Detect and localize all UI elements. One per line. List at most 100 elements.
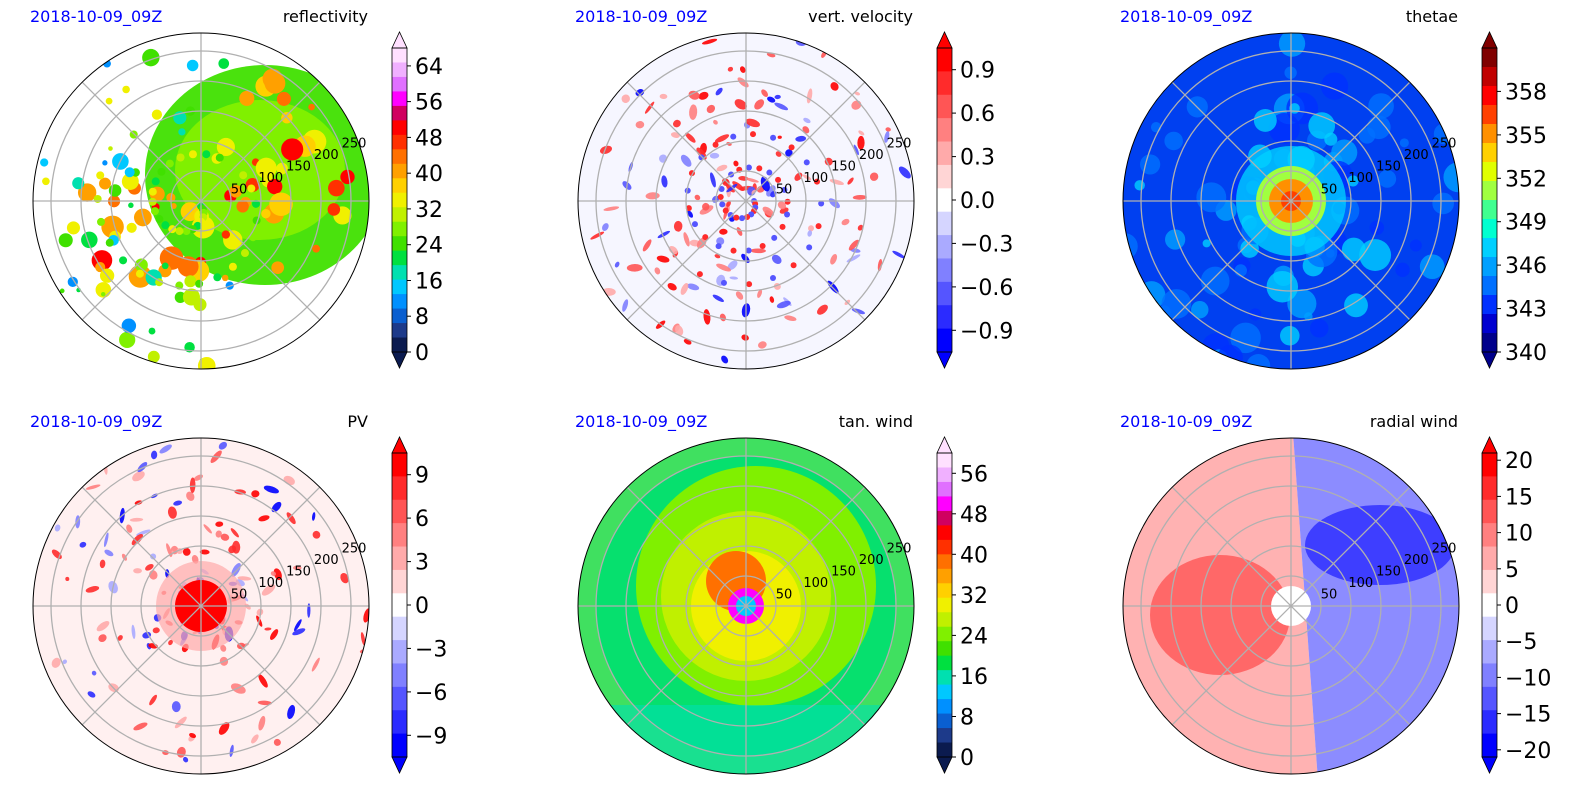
- colorbar-tick-label: 48: [960, 503, 988, 528]
- panel-tan-wind: 2018-10-09_09Z tan. wind 50 100 150 200 250 0 8 1…: [545, 405, 1070, 809]
- colorbar-segment: [937, 118, 952, 143]
- colorbar-tick-label: −0.6: [960, 276, 1013, 301]
- colorbar-segment: [1482, 181, 1497, 201]
- colorbar-tick-label: 0: [1505, 594, 1519, 619]
- colorbar-tick-label: 343: [1505, 298, 1547, 323]
- panel-field-label: reflectivity: [282, 7, 368, 26]
- colorbar-segment: [1482, 86, 1497, 106]
- colorbar-segment: [1482, 333, 1497, 353]
- radial-tick-label: 50: [1321, 588, 1338, 603]
- radial-tick-label: 150: [831, 160, 856, 175]
- colorbar-extend-max: [936, 31, 953, 49]
- panel-radial-wind: 2018-10-09_09Z radial wind 50 100 150 200 250−…: [1090, 405, 1575, 809]
- colorbar-segment: [937, 211, 952, 236]
- colorbar-segment: [937, 699, 952, 715]
- radial-tick-label: 200: [1404, 148, 1429, 163]
- radial-tick-label: 200: [1404, 553, 1429, 568]
- polar-grid: [578, 33, 914, 369]
- panel-field-label: vert. velocity: [808, 7, 913, 26]
- colorbar-tick-label: 0: [415, 594, 429, 619]
- colorbar-segment: [392, 499, 407, 524]
- colorbar-tick-label: 3: [415, 551, 429, 576]
- colorbar-segment: [392, 616, 407, 641]
- radial-tick-label: 200: [859, 553, 884, 568]
- colorbar-segment: [937, 141, 952, 166]
- colorbar-segment: [392, 523, 407, 548]
- colorbar-tick-label: 24: [415, 234, 443, 259]
- panel-date-label: 2018-10-09_09Z: [1120, 412, 1253, 431]
- radial-tick-label: 150: [286, 160, 311, 175]
- panel-field-label: thetae: [1405, 7, 1458, 26]
- colorbar-segment: [392, 546, 407, 571]
- colorbar-segment: [392, 120, 407, 136]
- colorbar-tick-label: 0.9: [960, 59, 995, 84]
- polar-grid: [33, 438, 369, 774]
- colorbar-tick-label: 352: [1505, 167, 1547, 192]
- colorbar-tick-label: 32: [415, 198, 443, 223]
- colorbar-segment: [392, 476, 407, 501]
- radial-tick-label: 150: [831, 565, 856, 580]
- colorbar-extend-min: [391, 756, 408, 774]
- panel-date-label: 2018-10-09_09Z: [1120, 7, 1253, 26]
- colorbar-segment: [392, 236, 407, 252]
- colorbar-segment: [392, 91, 407, 107]
- polar-grid: [1123, 438, 1459, 774]
- colorbar-tick-label: 0: [960, 746, 974, 771]
- colorbar-segment: [1482, 523, 1497, 548]
- colorbar-tick-label: 346: [1505, 254, 1547, 279]
- colorbar-tick-label: 9: [415, 464, 429, 489]
- colorbar-tick-label: 40: [415, 162, 443, 187]
- radial-tick-label: 200: [859, 148, 884, 163]
- panel-date-label: 2018-10-09_09Z: [30, 412, 163, 431]
- colorbar-segment: [937, 467, 952, 483]
- colorbar-tick-label: 358: [1505, 80, 1547, 105]
- panel-reflectivity: 2018-10-09_09Z reflectivity 50 100 150 200 250…: [0, 0, 525, 404]
- colorbar-segment: [937, 164, 952, 189]
- colorbar-segment: [392, 686, 407, 711]
- colorbar-segment: [392, 163, 407, 179]
- radial-tick-label: 250: [342, 542, 367, 557]
- colorbar-tick-label: 355: [1505, 124, 1547, 149]
- colorbar-thetae: 340 343 346 349 352 355 358: [1481, 31, 1547, 369]
- colorbar-segment: [1482, 257, 1497, 277]
- colorbar-segment: [937, 48, 952, 72]
- colorbar-tick-label: −15: [1505, 703, 1551, 728]
- colorbar-segment: [937, 281, 952, 306]
- colorbar-segment: [1482, 67, 1497, 87]
- colorbar-segment: [1482, 663, 1497, 688]
- colorbar-tick-label: −0.9: [960, 319, 1013, 344]
- colorbar-segment: [937, 554, 952, 570]
- colorbar-segment: [937, 188, 952, 213]
- colorbar-segment: [937, 684, 952, 700]
- colorbar-segment: [1482, 162, 1497, 182]
- colorbar-segment: [392, 337, 407, 353]
- colorbar-segment: [392, 663, 407, 688]
- colorbar-segment: [1482, 710, 1497, 735]
- colorbar-tick-label: 0.0: [960, 189, 995, 214]
- colorbar-segment: [392, 265, 407, 281]
- colorbar-segment: [937, 258, 952, 283]
- colorbar-segment: [937, 583, 952, 599]
- colorbar-tick-label: 32: [960, 584, 988, 609]
- colorbar-segment: [392, 294, 407, 310]
- colorbar-segment: [937, 71, 952, 96]
- colorbar-segment: [392, 593, 407, 618]
- colorbar-segment: [392, 250, 407, 266]
- colorbar-extend-min: [391, 351, 408, 369]
- colorbar-tan-wind: 0 8 16 24 32 40 48 56: [936, 436, 988, 774]
- colorbar-segment: [1482, 105, 1497, 125]
- colorbar-extend-min: [1481, 351, 1498, 369]
- colorbar-tick-label: 5: [1505, 558, 1519, 583]
- colorbar-segment: [937, 728, 952, 744]
- colorbar-segment: [1482, 124, 1497, 144]
- colorbar-extend-min: [936, 351, 953, 369]
- colorbar-segment: [392, 279, 407, 295]
- radial-tick-label: 100: [258, 576, 283, 591]
- colorbar-pv: −9 −6 −3 0 3 6 9: [391, 436, 447, 774]
- colorbar-segment: [1482, 143, 1497, 163]
- colorbar-extend-max: [391, 31, 408, 49]
- colorbar-tick-label: −20: [1505, 739, 1551, 764]
